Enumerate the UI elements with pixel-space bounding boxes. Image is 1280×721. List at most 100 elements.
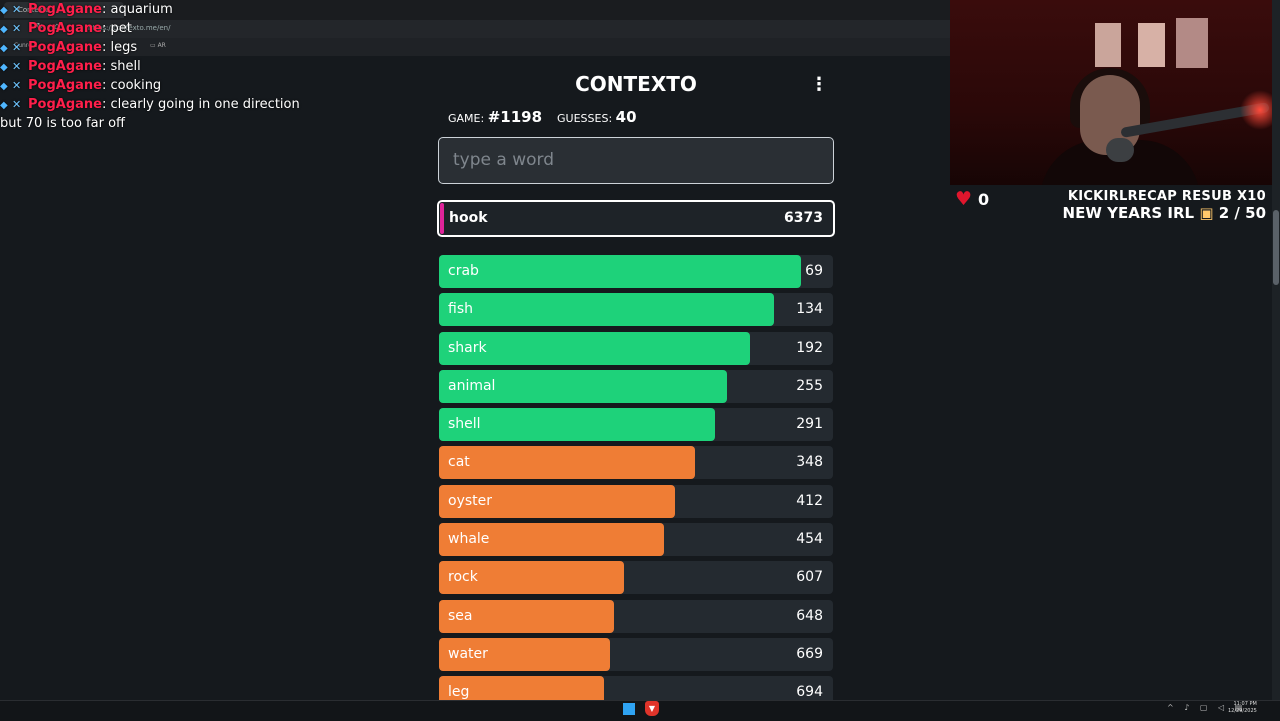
guess-word: fish [448, 301, 473, 318]
current-guess-row: hook 6373 [437, 200, 835, 237]
guess-word: shark [448, 339, 487, 356]
url-text[interactable]: https://contexto.me/en/ [88, 24, 171, 32]
cube-badge-icon: ◆ [0, 24, 8, 35]
guess-row: crab 69 [439, 255, 833, 288]
current-guess-rank: 6373 [784, 210, 823, 226]
taskbar [0, 700, 1280, 721]
browser-chrome: Contexto ↻ ⌂ https://contexto.me/en/ Cun… [0, 0, 950, 56]
guess-proximity-bar [439, 446, 696, 480]
bookmark-folder[interactable]: ▭ AR [150, 42, 166, 49]
chat-username: PogAgane [28, 40, 102, 55]
chat-message: but 70 is too far off [0, 114, 340, 133]
chat-text: but 70 is too far off [0, 116, 125, 131]
guess-word: cat [448, 454, 470, 471]
chat-message: ◆ ✕ PogAgane: cooking [0, 76, 340, 95]
red-lamp [1240, 90, 1272, 130]
guess-rank: 348 [796, 454, 823, 471]
guesses-label: GUESSES: [557, 112, 613, 125]
system-tray-icons[interactable]: ^ ♪ ▢ ◁ ▤ [1167, 703, 1247, 712]
guess-word: leg [448, 684, 470, 700]
guess-rank: 694 [796, 684, 823, 700]
bookmark-item[interactable]: Cunre... [14, 42, 38, 49]
home-icon[interactable]: ⌂ [54, 22, 60, 32]
chat-text: : aquarium [101, 2, 173, 17]
wall-frame [1138, 23, 1165, 67]
gift-icon: ▣ [1199, 204, 1214, 222]
guess-row: water 669 [439, 637, 833, 671]
bookmark-folder-label: AR [157, 42, 166, 49]
clock-date: 12/29/2025 [1228, 708, 1257, 714]
guess-rank: 291 [796, 416, 823, 433]
sub-goal-count: 2 / 50 [1218, 204, 1266, 222]
windows-start-icon[interactable] [623, 703, 635, 715]
page-scrollbar[interactable] [1272, 0, 1280, 700]
chat-message: ◆ ✕ PogAgane: legs [0, 38, 340, 57]
sword-badge-icon: ✕ [12, 60, 22, 73]
webcam-feed [950, 0, 1272, 185]
guess-proximity-bar [439, 331, 751, 365]
chat-text: : clearly going in one direction [101, 97, 300, 112]
guess-proximity-bar [439, 369, 727, 403]
wall-frame [1176, 18, 1208, 68]
microphone [1106, 138, 1134, 162]
game-title: CONTEXTO [575, 72, 697, 96]
chat-username: PogAgane [28, 97, 102, 112]
guess-rank: 454 [796, 531, 823, 548]
menu-kebab-icon[interactable]: ⋮ [810, 74, 828, 95]
guess-rank: 669 [796, 645, 823, 662]
chat-message: ◆ ✕ PogAgane: pet [0, 19, 340, 38]
cube-badge-icon: ◆ [0, 100, 8, 111]
current-guess-accent [440, 203, 444, 234]
browser-tab[interactable]: Contexto [4, 2, 124, 18]
guess-row: cat 348 [439, 446, 833, 480]
sword-badge-icon: ✕ [12, 22, 22, 35]
cube-badge-icon: ◆ [0, 5, 8, 16]
chat-username: PogAgane [28, 78, 102, 93]
heart-count: 0 [978, 190, 990, 209]
bookmarks-bar [0, 38, 950, 56]
chat-text: : shell [101, 59, 141, 74]
cube-badge-icon: ◆ [0, 43, 8, 54]
chat-username: PogAgane [28, 21, 102, 36]
chat-text: : pet [101, 21, 132, 36]
wall-frame [1095, 23, 1121, 67]
chat-overlay: ◆ ✕ PogAgane: aquarium ◆ ✕ PogAgane: pet ◆ ✕ P… [0, 0, 340, 133]
sub-goal-text: NEW YEARS IRL [1062, 204, 1195, 222]
guess-row: shell 291 [439, 408, 833, 442]
guess-proximity-bar [439, 676, 605, 700]
reload-icon[interactable]: ↻ [36, 22, 44, 32]
game-number: #1198 [487, 108, 543, 126]
brave-browser-icon[interactable]: ▼ [645, 701, 659, 716]
guess-word: oyster [448, 492, 493, 509]
chat-message: ◆ ✕ PogAgane: clearly going in one directi… [0, 95, 340, 114]
guess-word: water [448, 645, 488, 662]
sword-badge-icon: ✕ [12, 41, 22, 54]
guess-row: rock 607 [439, 561, 833, 595]
guess-row: shark 192 [439, 331, 833, 365]
guess-word: rock [448, 569, 478, 586]
guess-rank: 134 [796, 301, 823, 318]
sword-badge-icon: ✕ [12, 79, 22, 92]
game-label: GAME: [448, 112, 485, 125]
address-bar[interactable] [0, 20, 950, 38]
chat-text: : cooking [101, 78, 162, 93]
guess-word: animal [448, 377, 496, 394]
guess-rank: 412 [796, 492, 823, 509]
guess-proximity-bar [439, 523, 664, 557]
guess-word: whale [448, 531, 490, 548]
taskbar-clock[interactable]: 11:07 PM 12/29/2025 [1228, 701, 1257, 715]
guess-word: sea [448, 607, 473, 624]
guess-row: sea 648 [439, 599, 833, 633]
guess-proximity-bar [439, 561, 625, 595]
guess-rank: 648 [796, 607, 823, 624]
chat-text: : legs [101, 40, 138, 55]
guess-row: animal 255 [439, 369, 833, 403]
scrollbar-thumb[interactable] [1273, 210, 1279, 285]
guess-list[interactable]: crab 69 fish 134 shark 192 animal 255 shell 291 ca… [439, 255, 833, 700]
guess-proximity-bar [439, 255, 802, 288]
guess-row: oyster 412 [439, 484, 833, 518]
clock-time: 11:07 PM [1233, 701, 1257, 707]
word-input[interactable]: type a word [438, 137, 834, 184]
guess-row: whale 454 [439, 523, 833, 557]
guess-rank: 69 [805, 263, 823, 279]
